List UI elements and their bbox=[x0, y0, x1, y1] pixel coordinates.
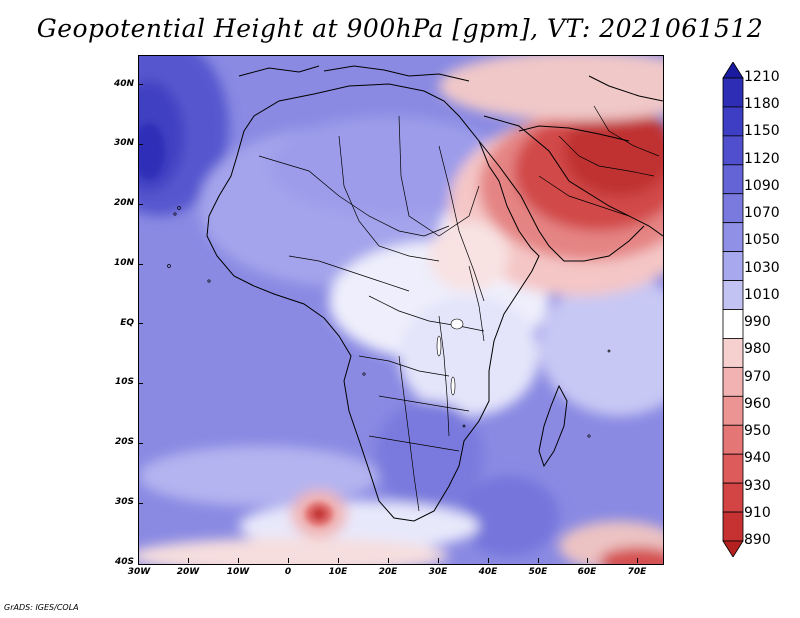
colorbar-segment bbox=[722, 135, 744, 166]
lon-tick bbox=[438, 558, 439, 563]
colorbar-label: 1150 bbox=[744, 123, 780, 140]
colorbar-segment bbox=[722, 222, 744, 253]
lon-tick bbox=[188, 558, 189, 563]
colorbar-legend: 1210 1180 1150 1120 1090 1070 1050 1030 1010 990 9… bbox=[722, 62, 800, 557]
lon-label-40e: 40E bbox=[478, 567, 498, 577]
lat-label-40n: 40N bbox=[113, 79, 134, 89]
lon-label-0: 0 bbox=[284, 567, 292, 577]
colorbar-label: 1090 bbox=[744, 177, 780, 194]
colorbar-segment bbox=[722, 482, 744, 513]
colorbar-segment bbox=[722, 366, 744, 397]
lon-label-10w: 10W bbox=[226, 567, 250, 577]
lat-tick bbox=[138, 503, 143, 504]
lon-label-30w: 30W bbox=[127, 567, 151, 577]
lon-tick bbox=[338, 558, 339, 563]
colorbar-top-arrow bbox=[722, 62, 744, 79]
lon-tick bbox=[538, 558, 539, 563]
lat-tick bbox=[138, 144, 143, 145]
coastlines bbox=[206, 65, 663, 522]
colorbar-label: 970 bbox=[744, 368, 771, 385]
colorbar-label: 930 bbox=[744, 477, 771, 494]
lon-tick bbox=[488, 558, 489, 563]
colorbar-segment bbox=[722, 453, 744, 484]
lon-label-70e: 70E bbox=[627, 567, 647, 577]
credit-text: GrADS: IGES/COLA bbox=[4, 603, 79, 612]
lon-tick bbox=[587, 558, 588, 563]
country-borders bbox=[258, 105, 660, 512]
lat-label-10s: 10S bbox=[114, 377, 134, 387]
colorbar-segment bbox=[722, 309, 744, 339]
colorbar-segment bbox=[722, 395, 744, 426]
field-cores bbox=[139, 123, 333, 526]
geopotential-map bbox=[139, 56, 663, 564]
colorbar-segment bbox=[722, 251, 744, 281]
colorbar-label: 950 bbox=[744, 423, 771, 440]
colorbar-label: 890 bbox=[744, 532, 771, 548]
lat-tick bbox=[138, 443, 143, 444]
lon-tick bbox=[238, 558, 239, 563]
colorbar bbox=[722, 62, 744, 557]
colorbar-label: 910 bbox=[744, 504, 771, 521]
colorbar-segment bbox=[722, 511, 744, 542]
lat-tick bbox=[138, 264, 143, 265]
lon-tick bbox=[388, 558, 389, 563]
lat-label-30n: 30N bbox=[113, 138, 134, 148]
lon-label-50e: 50E bbox=[528, 567, 548, 577]
lakes bbox=[436, 318, 464, 396]
colorbar-label: 1180 bbox=[744, 96, 780, 113]
colorbar-label: 1030 bbox=[744, 259, 780, 276]
colorbar-label: 960 bbox=[744, 395, 771, 412]
lat-tick bbox=[138, 323, 143, 324]
map-title: Geopotential Height at 900hPa [gpm], VT:… bbox=[36, 14, 764, 43]
colorbar-label: 1210 bbox=[744, 69, 780, 85]
lon-label-10e: 10E bbox=[328, 567, 348, 577]
colorbar-segment bbox=[722, 338, 744, 368]
colorbar-label: 980 bbox=[744, 341, 771, 358]
colorbar-segment bbox=[722, 424, 744, 455]
islands bbox=[167, 206, 611, 438]
map-plot-area bbox=[138, 55, 664, 565]
colorbar-label: 940 bbox=[744, 450, 771, 467]
lat-tick bbox=[138, 204, 143, 205]
lat-label-20s: 20S bbox=[114, 437, 134, 447]
lon-tick bbox=[637, 558, 638, 563]
lat-label-20n: 20N bbox=[113, 198, 134, 208]
colorbar-label: 1010 bbox=[744, 286, 780, 303]
colorbar-label: 1120 bbox=[744, 150, 780, 167]
lat-label-10n: 10N bbox=[113, 258, 134, 268]
colorbar-segment bbox=[722, 77, 744, 108]
lon-tick bbox=[288, 558, 289, 563]
colorbar-segment bbox=[722, 164, 744, 195]
lat-label-30s: 30S bbox=[114, 497, 134, 507]
lon-label-20w: 20W bbox=[176, 567, 200, 577]
colorbar-label: 990 bbox=[744, 314, 771, 331]
lon-label-20e: 20E bbox=[378, 567, 398, 577]
lat-label-eq: EQ bbox=[120, 318, 134, 328]
colorbar-bottom-arrow bbox=[722, 540, 744, 557]
colorbar-segment bbox=[722, 280, 744, 310]
lon-label-30e: 30E bbox=[428, 567, 448, 577]
lat-tick bbox=[138, 84, 143, 85]
lat-tick bbox=[138, 383, 143, 384]
colorbar-segment bbox=[722, 193, 744, 224]
lat-label-40s: 40S bbox=[114, 557, 134, 567]
colorbar-label: 1050 bbox=[744, 232, 780, 249]
colorbar-label: 1070 bbox=[744, 205, 780, 222]
lon-label-60e: 60E bbox=[577, 567, 597, 577]
colorbar-segment bbox=[722, 106, 744, 137]
